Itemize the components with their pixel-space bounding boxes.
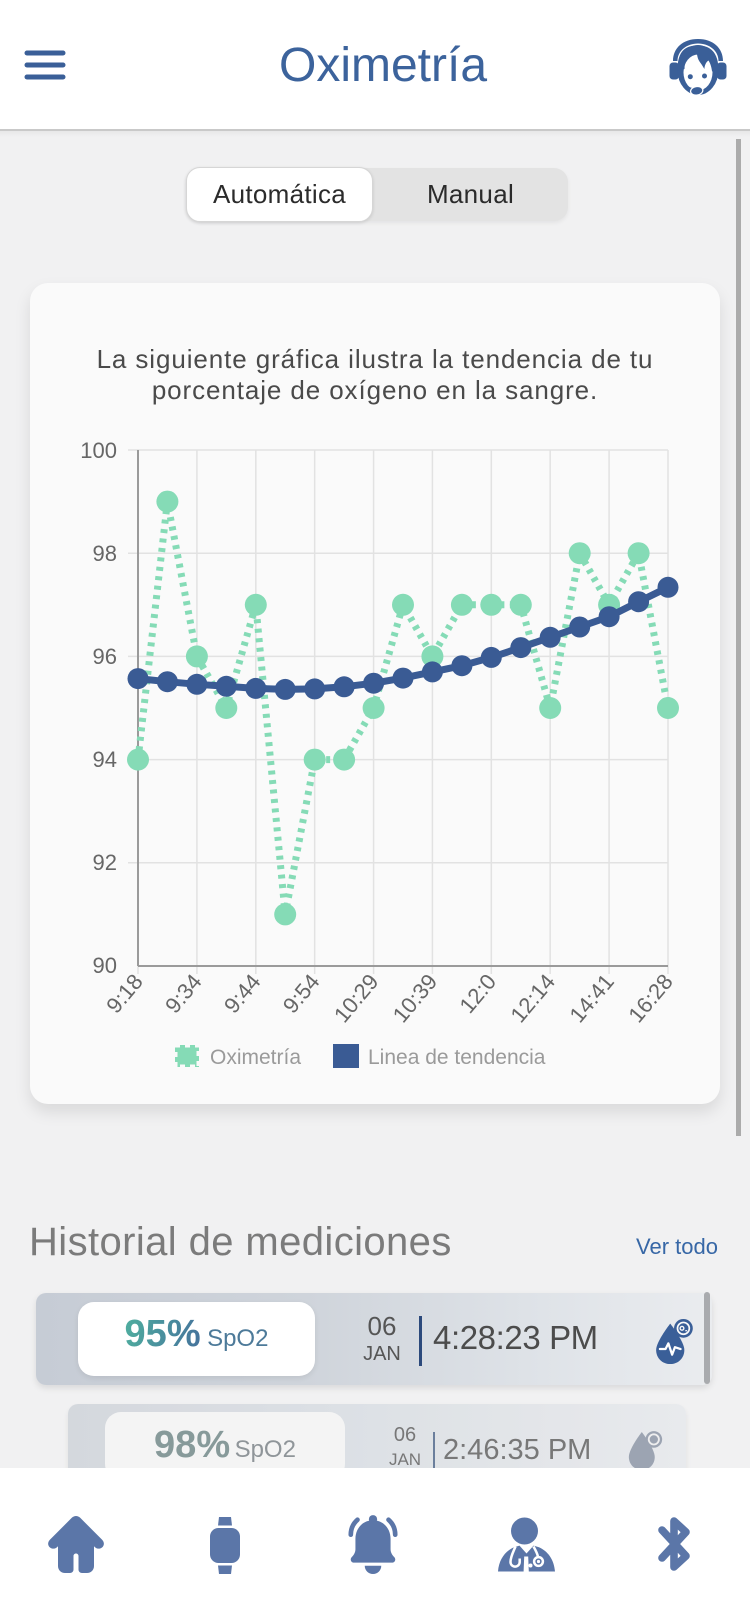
svg-text:92: 92	[93, 850, 117, 875]
svg-text:10:39: 10:39	[388, 969, 443, 1027]
svg-text:9:44: 9:44	[219, 969, 266, 1018]
svg-text:Linea de tendencia: Linea de tendencia	[368, 1046, 546, 1069]
svg-text:12:14: 12:14	[505, 969, 560, 1027]
svg-text:Oximetría: Oximetría	[210, 1046, 301, 1069]
svg-text:98: 98	[93, 541, 117, 566]
svg-text:9:54: 9:54	[278, 969, 325, 1018]
svg-text:16:28: 16:28	[623, 969, 678, 1027]
svg-text:90: 90	[93, 953, 117, 978]
svg-text:96: 96	[93, 644, 117, 669]
svg-text:14:41: 14:41	[564, 969, 619, 1027]
svg-text:10:29: 10:29	[329, 969, 384, 1027]
svg-text:12:0: 12:0	[454, 969, 501, 1018]
svg-text:100: 100	[80, 438, 117, 463]
svg-text:9:34: 9:34	[160, 969, 207, 1018]
svg-text:94: 94	[93, 747, 117, 772]
